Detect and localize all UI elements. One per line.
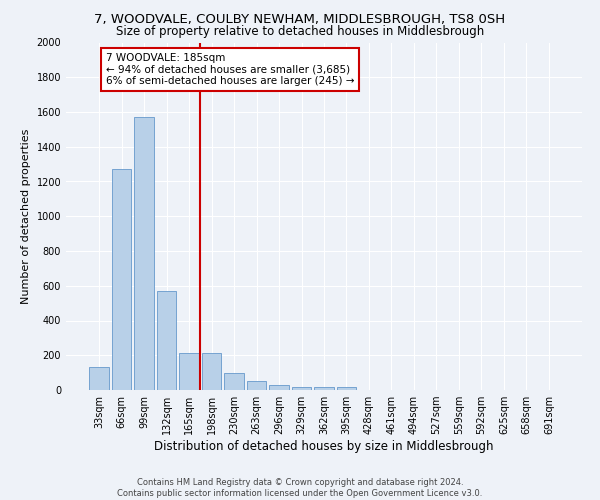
Bar — [337, 386, 356, 390]
Bar — [157, 291, 176, 390]
Bar — [112, 170, 131, 390]
Bar — [314, 386, 334, 390]
Bar — [292, 386, 311, 390]
Bar — [202, 352, 221, 390]
X-axis label: Distribution of detached houses by size in Middlesbrough: Distribution of detached houses by size … — [154, 440, 494, 453]
Bar — [134, 117, 154, 390]
Bar — [247, 382, 266, 390]
Bar — [89, 366, 109, 390]
Bar — [179, 352, 199, 390]
Text: 7 WOODVALE: 185sqm
← 94% of detached houses are smaller (3,685)
6% of semi-detac: 7 WOODVALE: 185sqm ← 94% of detached hou… — [106, 53, 354, 86]
Y-axis label: Number of detached properties: Number of detached properties — [21, 128, 31, 304]
Bar — [269, 385, 289, 390]
Bar — [224, 372, 244, 390]
Text: Contains HM Land Registry data © Crown copyright and database right 2024.
Contai: Contains HM Land Registry data © Crown c… — [118, 478, 482, 498]
Text: 7, WOODVALE, COULBY NEWHAM, MIDDLESBROUGH, TS8 0SH: 7, WOODVALE, COULBY NEWHAM, MIDDLESBROUG… — [94, 12, 506, 26]
Text: Size of property relative to detached houses in Middlesbrough: Size of property relative to detached ho… — [116, 25, 484, 38]
